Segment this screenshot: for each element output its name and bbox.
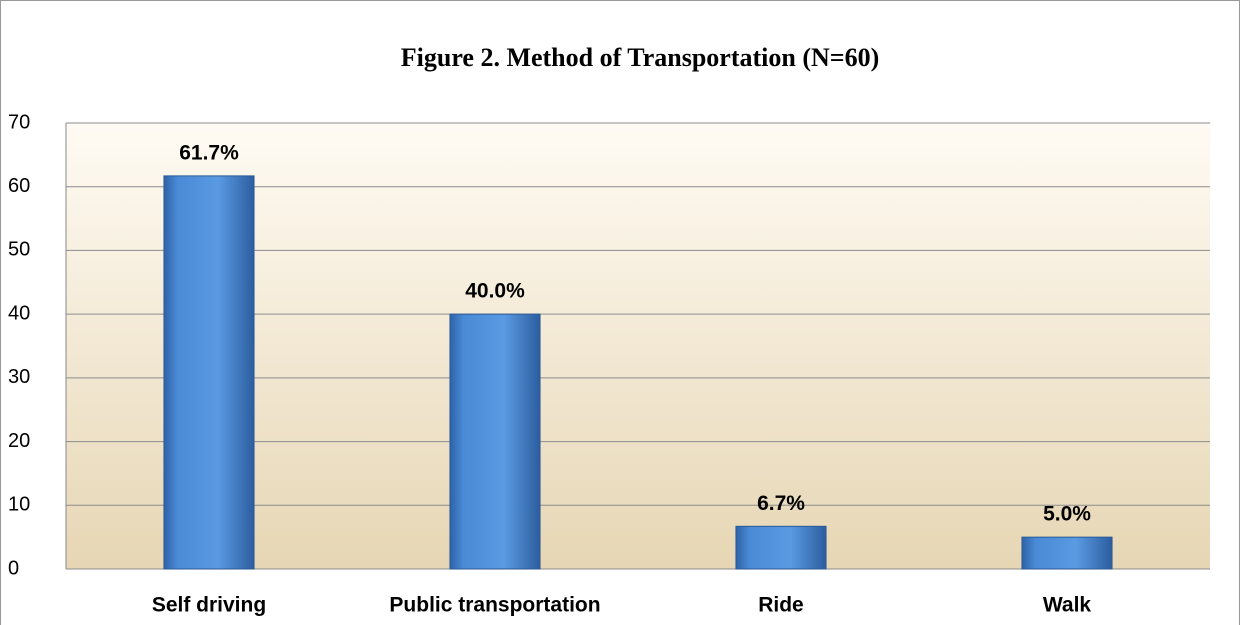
y-tick-label: 50	[8, 239, 30, 261]
chart-title: Figure 2. Method of Transportation (N=60…	[401, 43, 879, 72]
x-tick-label: Public transportation	[389, 594, 600, 617]
y-tick-label: 30	[8, 366, 30, 388]
y-tick-label: 70	[8, 111, 30, 133]
y-tick-label: 10	[8, 494, 30, 516]
x-tick-label: Ride	[758, 594, 804, 617]
y-tick-label: 20	[8, 430, 30, 452]
x-tick-label: Walk	[1043, 594, 1092, 617]
y-tick-label: 40	[8, 302, 30, 324]
data-label: 6.7%	[757, 492, 805, 515]
y-tick-label: 0	[8, 557, 19, 579]
bar	[449, 313, 541, 570]
x-tick-label: Self driving	[152, 594, 266, 617]
plot-area	[66, 123, 1210, 569]
data-label: 40.0%	[465, 280, 525, 303]
data-label: 61.7%	[179, 141, 239, 164]
bar	[163, 175, 255, 570]
data-label: 5.0%	[1043, 503, 1091, 526]
y-tick-label: 60	[8, 175, 30, 197]
bar	[735, 525, 827, 570]
bar	[1021, 536, 1113, 570]
